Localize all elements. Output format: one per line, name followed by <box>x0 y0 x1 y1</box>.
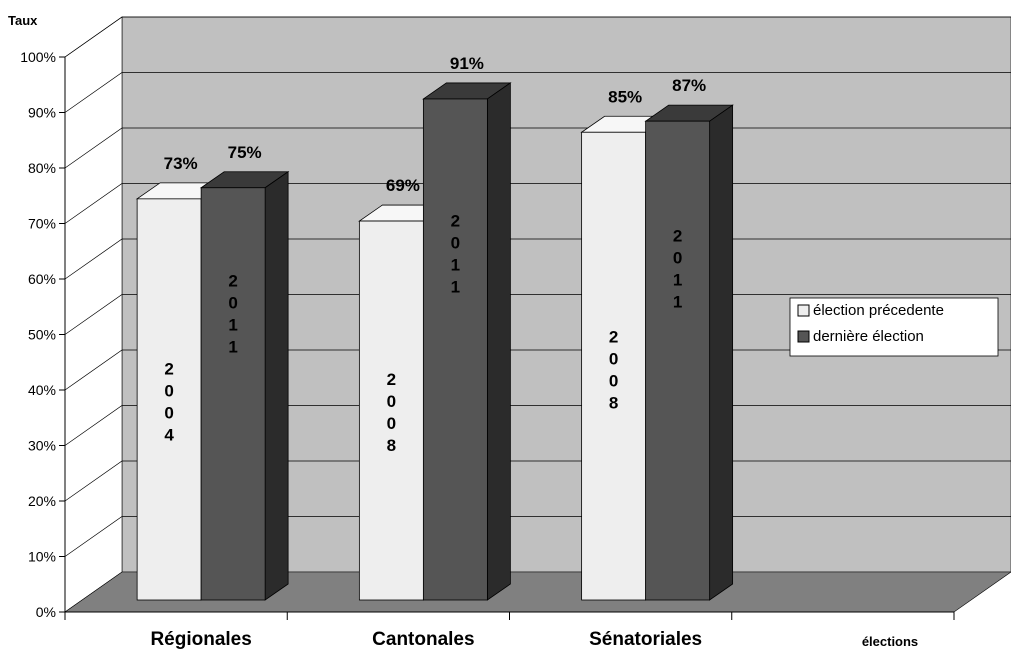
data-label: 87% <box>672 76 706 95</box>
data-label: 91% <box>450 54 484 73</box>
bar-front <box>136 198 202 601</box>
x-category-labels: Régionales Cantonales Sénatoriales <box>150 629 702 650</box>
gridline <box>64 72 1011 113</box>
y-tick-label: 30% <box>28 438 56 454</box>
y-axis-title: Taux <box>8 13 38 28</box>
bar-front <box>422 98 488 601</box>
axes <box>59 56 955 620</box>
bar-front <box>645 120 711 601</box>
gridline <box>64 16 1011 58</box>
data-label: 85% <box>608 87 642 106</box>
y-tick-labels: 0% 10% 20% 30% 40% 50% 60% 70% 80% 90% 100% <box>20 49 56 620</box>
x-category-label: Cantonales <box>372 629 474 650</box>
y-tick-label: 100% <box>20 49 56 65</box>
y-tick-label: 0% <box>36 604 56 620</box>
legend-swatch <box>797 304 810 317</box>
y-tick-label: 10% <box>28 549 56 565</box>
y-tick-label: 70% <box>28 216 56 232</box>
bar-front <box>581 131 647 601</box>
legend: élection précedente dernière élection <box>789 297 999 357</box>
y-tick-label: 80% <box>28 160 56 176</box>
legend-label: dernière élection <box>813 328 924 345</box>
legend-box <box>789 297 999 357</box>
y-tick-label: 90% <box>28 105 56 121</box>
y-tick-label: 40% <box>28 382 56 398</box>
value-labels: 73% 75% 69% 91% 85% 87% <box>164 54 707 195</box>
y-tick-label: 20% <box>28 493 56 509</box>
data-label: 73% <box>164 154 198 173</box>
bar-front <box>358 220 424 601</box>
y-tick-label: 60% <box>28 271 56 287</box>
legend-swatch <box>797 330 810 343</box>
x-category-label: Régionales <box>150 629 251 650</box>
bars: 2 0 0 4 2 0 1 1 2 0 0 8 2 0 1 1 2 0 0 8 2 0 1 1 <box>135 82 734 601</box>
y-tick-label: 50% <box>28 327 56 343</box>
data-label: 75% <box>228 143 262 162</box>
data-label: 69% <box>386 176 420 195</box>
bar-side <box>264 170 289 601</box>
x-category-label: Sénatoriales <box>589 629 702 650</box>
bar-side <box>486 82 511 601</box>
bar-front <box>200 187 266 601</box>
bar-side <box>709 104 734 601</box>
x-axis-title: élections <box>862 634 918 649</box>
legend-label: élection précedente <box>813 302 944 319</box>
